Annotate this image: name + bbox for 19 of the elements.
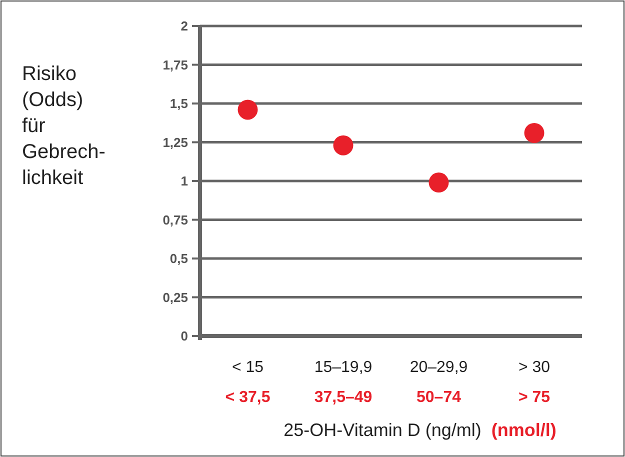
point xyxy=(524,122,544,143)
y-tick-label: 0,5 xyxy=(170,251,188,266)
y-tick-label: 2 xyxy=(180,18,188,34)
point xyxy=(333,135,354,156)
point xyxy=(428,172,449,193)
y-tick-label: 0 xyxy=(180,328,188,344)
x-tick-label: 20–29,9 50–74 xyxy=(410,359,468,406)
y-tick-label: 1 xyxy=(180,174,188,189)
y-axis-title: Risiko (Odds) für Gebrech- lichkeit xyxy=(22,63,106,189)
y-tick-label: 0,25 xyxy=(162,290,188,305)
y-tick-label: 1,5 xyxy=(170,96,188,112)
x-axis-title: 25-OH-Vitamin D (ng/ml) (nmol/l) xyxy=(284,420,556,440)
y-tick-label: 0,75 xyxy=(162,212,188,228)
y-tick-label: 1,25 xyxy=(162,134,188,150)
point xyxy=(238,100,258,120)
x-tick-label: > 30 > 75 xyxy=(518,359,550,406)
y-tick-label: 1,75 xyxy=(162,57,188,72)
x-tick-label: 15–19,9 37,5–49 xyxy=(314,359,372,406)
x-tick-label: < 15 < 37,5 xyxy=(225,359,270,406)
